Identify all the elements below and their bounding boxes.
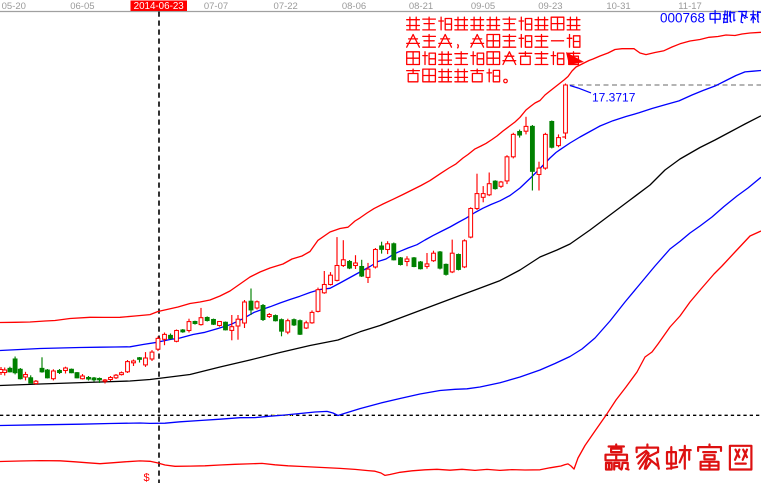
svg-text:000768: 000768 [660,11,705,26]
svg-text:05-20: 05-20 [2,1,26,12]
svg-text:17.3717: 17.3717 [592,91,636,105]
svg-text:$: $ [143,472,149,483]
svg-text:09-23: 09-23 [538,1,562,12]
svg-text:08-21: 08-21 [409,1,433,12]
svg-text:10-31: 10-31 [606,1,630,12]
svg-text:07-22: 07-22 [274,1,298,12]
svg-text:2014-06-23: 2014-06-23 [134,1,185,12]
svg-text:11-17: 11-17 [678,1,702,12]
svg-text:09-05: 09-05 [471,1,495,12]
svg-text:08-06: 08-06 [342,1,366,12]
svg-text:07-07: 07-07 [204,1,228,12]
svg-text:06-05: 06-05 [70,1,94,12]
